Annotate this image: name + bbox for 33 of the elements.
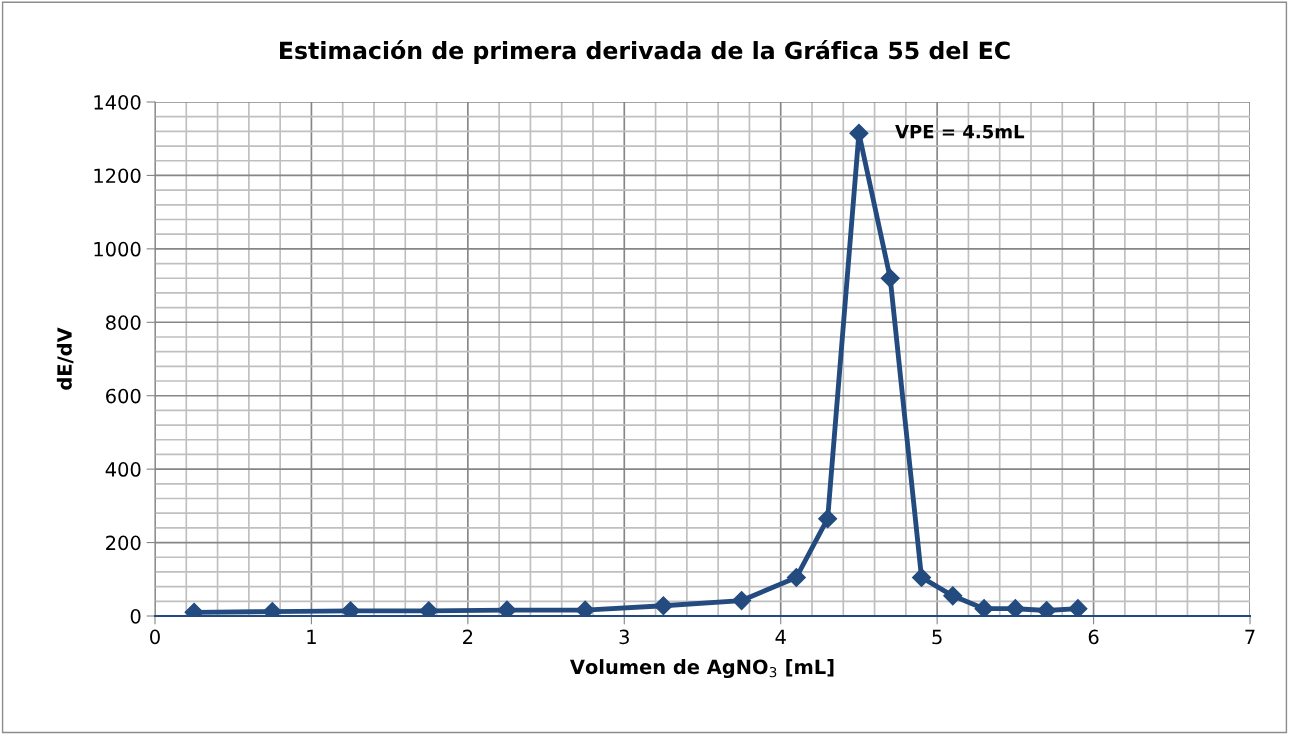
- point: [1005, 599, 1025, 616]
- x-tick-label: 5: [932, 629, 942, 645]
- annotation: VPE = 4.5mL: [895, 125, 1025, 139]
- x-tick-label: 0: [150, 629, 160, 645]
- point: [818, 509, 838, 529]
- x-tick-label: 3: [619, 629, 629, 645]
- x-axis-title: Volumen de AgNO$_{3}$ [mL]: [569, 659, 834, 679]
- point: [575, 600, 595, 616]
- y-tick-label: 1400: [94, 94, 141, 110]
- point: [974, 599, 994, 616]
- x-tick-label: 6: [1088, 629, 1099, 645]
- y-tick-label: 400: [105, 462, 141, 477]
- y-tick-label: 600: [106, 388, 141, 404]
- point: [880, 268, 900, 288]
- y-tick-label: 1000: [94, 241, 141, 257]
- point: [786, 567, 806, 587]
- chart-title: Estimación de primera derivada de la Gráfica 55 del EC: [280, 40, 1010, 64]
- point: [732, 591, 752, 611]
- point: [653, 596, 673, 616]
- point: [849, 123, 869, 143]
- x-tick-label: 4: [775, 629, 786, 644]
- y-tick-label: 800: [106, 315, 141, 330]
- x-tick-label: 1: [307, 629, 316, 644]
- point: [943, 586, 963, 606]
- y-tick-label: 200: [106, 535, 141, 551]
- y-tick-label: 0: [130, 608, 141, 624]
- y-tick-label: 1200: [94, 168, 141, 184]
- point: [911, 567, 932, 587]
- y-axis-title: dE/dV: [56, 327, 74, 390]
- x-tick-label: 2: [463, 629, 473, 644]
- point: [497, 600, 517, 616]
- x-tick-label: 7: [1245, 629, 1255, 644]
- point: [1068, 599, 1088, 616]
